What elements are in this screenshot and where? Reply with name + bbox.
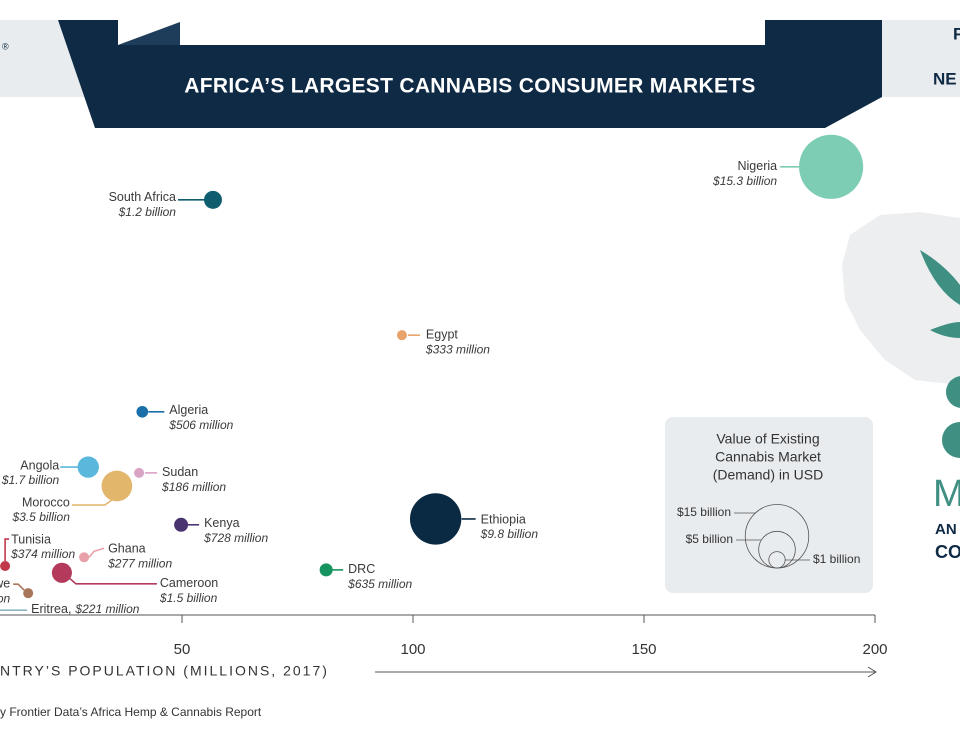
point-value: $635 million [347, 577, 412, 591]
ribbon-right [765, 20, 882, 128]
bubble [77, 456, 99, 478]
right-panel [882, 20, 960, 97]
bubble [23, 588, 34, 599]
side-text: F [953, 24, 960, 43]
bubble [396, 330, 407, 341]
bubble [203, 190, 222, 209]
point-name: DRC [348, 562, 375, 576]
leader-line [67, 576, 157, 585]
bubble [79, 552, 90, 563]
point-name: South Africa [109, 190, 176, 204]
point-value: $221 million [74, 602, 139, 616]
legend-title: (Demand) in USD [713, 467, 823, 483]
point-value: $1.5 billion [159, 591, 218, 605]
leader-line [71, 499, 113, 506]
bubble [409, 493, 462, 545]
point-name: Egypt [426, 327, 458, 341]
point-name: Cameroon [160, 576, 218, 590]
point-name: we [0, 576, 10, 590]
map-shape [842, 212, 960, 385]
leaf [930, 322, 960, 338]
bubble [0, 561, 11, 572]
x-tick-label: 200 [862, 641, 887, 658]
mark: ® [2, 41, 9, 51]
point-value: $3.5 billion [12, 510, 71, 524]
bubble [51, 562, 72, 583]
legend-title: Cannabis Market [715, 449, 821, 465]
leaf [920, 250, 960, 305]
legend-label: $5 billion [686, 532, 733, 546]
legend-title: Value of Existing [716, 431, 819, 447]
bubble [136, 405, 149, 418]
axis-arrowhead [867, 666, 877, 678]
point-value: $728 million [203, 531, 268, 545]
point-value: on [0, 591, 10, 605]
bubble [134, 467, 145, 478]
x-tick-label: 100 [400, 641, 425, 658]
point-name: Ethiopia [481, 512, 526, 526]
point-value: $506 million [168, 418, 233, 432]
point-name: Nigeria [738, 159, 778, 173]
point-name: Kenya [204, 516, 239, 530]
point-name: Tunisia [11, 532, 51, 546]
legend-label: $15 billion [677, 505, 731, 519]
side-text: CO [935, 542, 960, 562]
point-value: $15.3 billion [712, 174, 777, 188]
point-name: Angola [20, 458, 59, 472]
side-text: NE [933, 69, 957, 88]
bubble [319, 563, 333, 577]
leader-line [88, 547, 105, 558]
source: y Frontier Data’s Africa Hemp & Cannabis… [0, 705, 262, 719]
ribbon-fold [118, 22, 180, 45]
bubble [101, 470, 133, 502]
x-tick-label: 150 [631, 641, 656, 658]
ribbon-left [58, 20, 118, 128]
bubble [174, 517, 189, 532]
side-text: AN [935, 521, 957, 538]
side-text: M [933, 473, 960, 515]
point-value: $186 million [161, 480, 226, 494]
x-tick-label: 50 [174, 641, 191, 658]
point-name: Sudan [162, 465, 198, 479]
point-value: $9.8 billion [480, 527, 539, 541]
logo-dot [942, 422, 960, 458]
point-name: Eritrea, [31, 602, 71, 616]
chart-title: AFRICA’S LARGEST CANNABIS CONSUMER MARKE… [184, 75, 755, 98]
leader-line [4, 538, 10, 562]
point-value: $277 million [107, 556, 172, 570]
leader-line [13, 583, 25, 591]
logo-dot [946, 376, 960, 408]
point-name: Morocco [22, 495, 70, 509]
legend-label: $1 billion [813, 552, 860, 566]
point-value: $1.7 billion [1, 473, 60, 487]
bubble [799, 134, 864, 199]
title-banner [118, 45, 825, 128]
point-name: Algeria [169, 403, 208, 417]
point-value: $374 million [10, 547, 75, 561]
legend-box [665, 417, 873, 593]
point-label: Eritrea, $221 million [31, 602, 140, 616]
x-axis-title: NTRY’S POPULATION (MILLIONS, 2017) [0, 663, 329, 679]
point-name: Ghana [108, 542, 146, 556]
point-value: $333 million [425, 342, 490, 356]
point-value: $1.2 billion [118, 205, 177, 219]
